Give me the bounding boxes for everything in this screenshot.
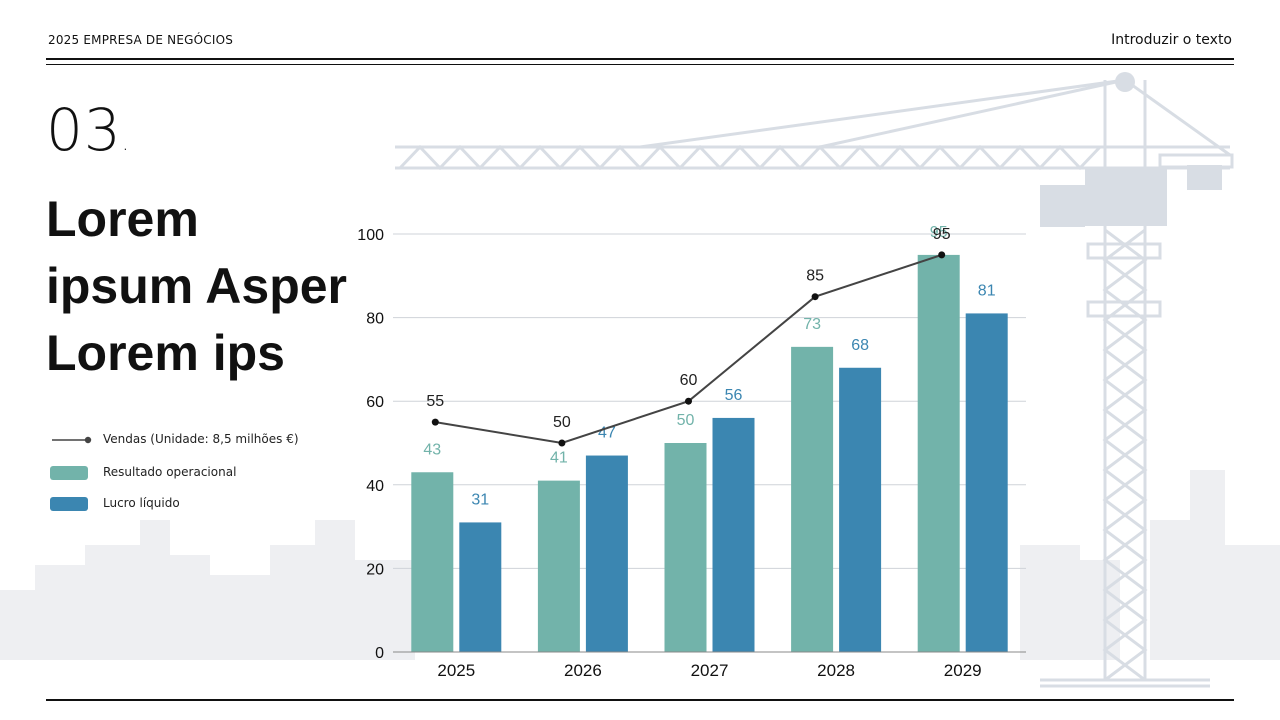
header-divider-thick bbox=[46, 58, 1234, 60]
footer-divider bbox=[46, 699, 1234, 701]
slide-title-line-3: Lorem ips bbox=[46, 325, 285, 381]
data-label-net: 81 bbox=[978, 282, 996, 299]
legend-swatch-net bbox=[50, 497, 88, 511]
data-label-operating: 41 bbox=[550, 450, 568, 467]
data-label-sales: 50 bbox=[553, 414, 571, 431]
legend-item-net: Lucro líquido bbox=[50, 494, 310, 514]
data-label-sales: 55 bbox=[426, 393, 444, 410]
header-divider-thin bbox=[46, 64, 1234, 65]
x-tick-label: 2027 bbox=[691, 661, 729, 680]
sales-point bbox=[938, 251, 946, 259]
header-company-label: 2025 EMPRESA DE NEGÓCIOS bbox=[48, 33, 234, 47]
bar-net bbox=[712, 417, 755, 652]
city-skyline-silhouette bbox=[0, 470, 1280, 660]
y-tick-label: 60 bbox=[366, 394, 384, 411]
legend-item-sales: Vendas (Unidade: 8,5 milhões €) bbox=[50, 430, 310, 450]
bar-operating bbox=[664, 443, 707, 652]
section-number-dot: . bbox=[121, 131, 130, 156]
bar-net bbox=[459, 522, 502, 652]
data-label-operating: 43 bbox=[423, 441, 441, 458]
data-label-operating: 95 bbox=[930, 224, 948, 241]
bar-net bbox=[839, 367, 882, 652]
section-number-value: 03 bbox=[46, 96, 122, 164]
y-tick-label: 0 bbox=[375, 645, 384, 662]
bar-operating bbox=[411, 472, 454, 652]
header-text-placeholder[interactable]: Introduzir o texto bbox=[1111, 32, 1232, 48]
slide-title-line-1: Lorem bbox=[46, 191, 199, 247]
legend-label-operating: Resultado operacional bbox=[103, 465, 237, 479]
y-tick-label: 80 bbox=[366, 311, 384, 328]
x-tick-label: 2028 bbox=[817, 661, 855, 680]
data-label-sales: 95 bbox=[933, 226, 951, 243]
data-label-operating: 73 bbox=[803, 316, 821, 333]
legend-swatch-operating bbox=[50, 466, 88, 480]
bar-operating bbox=[537, 480, 580, 652]
bar-operating bbox=[917, 254, 960, 652]
x-tick-label: 2029 bbox=[944, 661, 982, 680]
bar-operating bbox=[791, 346, 834, 652]
crane-cab-and-counterweight bbox=[1040, 72, 1222, 227]
section-number: 03. bbox=[46, 96, 130, 164]
slide-title[interactable]: Lorem ipsum Asper Lorem ips bbox=[46, 186, 376, 387]
bar-net bbox=[965, 313, 1008, 652]
bar-net bbox=[585, 455, 628, 652]
slide-title-line-2: ipsum Asper bbox=[46, 258, 348, 314]
x-tick-label: 2025 bbox=[437, 661, 475, 680]
sales-point bbox=[685, 397, 692, 405]
legend-label-sales: Vendas (Unidade: 8,5 milhões €) bbox=[103, 432, 299, 446]
y-tick-label: 100 bbox=[357, 227, 384, 244]
crane-top-rail bbox=[1158, 153, 1234, 169]
sales-point bbox=[558, 439, 566, 447]
data-label-net: 56 bbox=[725, 387, 743, 404]
sales-point bbox=[431, 418, 439, 426]
data-label-sales: 85 bbox=[806, 268, 824, 285]
x-tick-label: 2026 bbox=[564, 661, 602, 680]
line-marker-icon bbox=[52, 436, 92, 444]
legend-item-operating: Resultado operacional bbox=[50, 463, 310, 483]
data-label-net: 68 bbox=[851, 337, 869, 354]
y-tick-label: 40 bbox=[366, 478, 384, 495]
data-label-sales: 60 bbox=[680, 372, 698, 389]
data-label-net: 31 bbox=[471, 491, 489, 508]
sales-point bbox=[811, 293, 819, 301]
legend-label-net: Lucro líquido bbox=[103, 496, 180, 510]
data-label-operating: 50 bbox=[677, 412, 695, 429]
tower-crane-illustration bbox=[395, 78, 1231, 688]
y-tick-label: 20 bbox=[366, 561, 384, 578]
